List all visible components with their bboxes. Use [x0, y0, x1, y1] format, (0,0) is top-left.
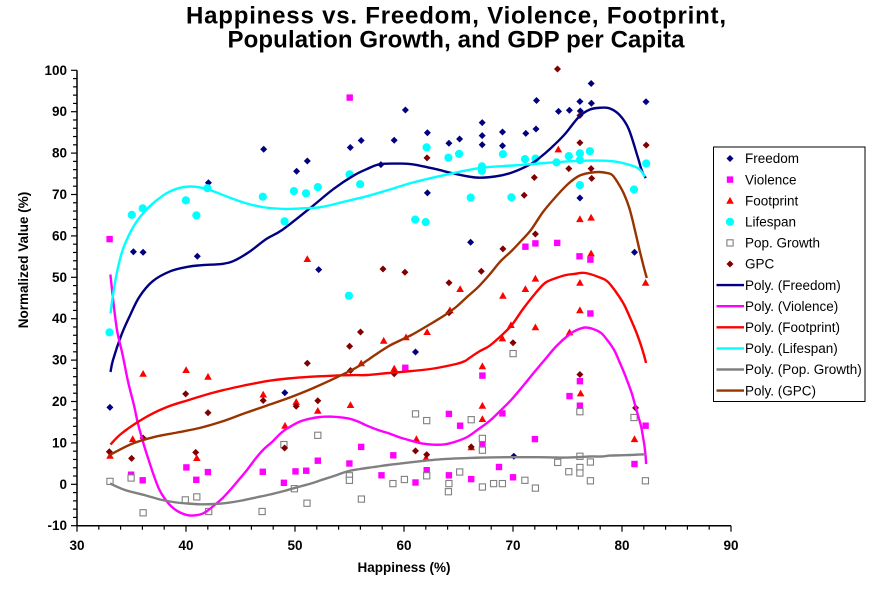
svg-text:50: 50 — [287, 538, 302, 553]
svg-text:90: 90 — [723, 538, 738, 553]
svg-text:Population Growth, and GDP per: Population Growth, and GDP per Capita — [228, 27, 686, 54]
svg-text:70: 70 — [52, 187, 67, 202]
svg-text:60: 60 — [52, 228, 67, 243]
svg-text:Pop. Growth: Pop. Growth — [745, 236, 820, 251]
svg-text:100: 100 — [44, 63, 67, 78]
svg-text:Violence: Violence — [745, 172, 797, 187]
svg-text:40: 40 — [52, 311, 67, 326]
svg-text:Happiness (%): Happiness (%) — [357, 560, 450, 575]
svg-text:10: 10 — [52, 435, 67, 450]
svg-text:Freedom: Freedom — [745, 151, 799, 166]
svg-text:60: 60 — [396, 538, 411, 553]
svg-text:40: 40 — [178, 538, 193, 553]
svg-text:Poly. (Lifespan): Poly. (Lifespan) — [745, 341, 838, 356]
svg-text:50: 50 — [52, 270, 67, 285]
svg-text:Footprint: Footprint — [745, 193, 799, 208]
svg-text:70: 70 — [505, 538, 520, 553]
svg-text:Poly. (GPC): Poly. (GPC) — [745, 383, 816, 398]
svg-text:80: 80 — [52, 146, 67, 161]
svg-text:30: 30 — [69, 538, 84, 553]
svg-text:GPC: GPC — [745, 257, 775, 272]
svg-text:20: 20 — [52, 394, 67, 409]
svg-text:90: 90 — [52, 104, 67, 119]
svg-text:Normalized Value (%): Normalized Value (%) — [16, 192, 31, 329]
svg-text:Poly. (Freedom): Poly. (Freedom) — [745, 278, 841, 293]
svg-text:Lifespan: Lifespan — [745, 215, 796, 230]
svg-text:Poly. (Footprint): Poly. (Footprint) — [745, 320, 840, 335]
svg-text:0: 0 — [59, 477, 67, 492]
svg-text:Happiness vs. Freedom, Violenc: Happiness vs. Freedom, Violence, Footpri… — [186, 3, 726, 30]
svg-text:30: 30 — [52, 353, 67, 368]
svg-text:Poly. (Pop. Growth): Poly. (Pop. Growth) — [745, 362, 862, 377]
svg-text:80: 80 — [614, 538, 629, 553]
svg-text:-10: -10 — [47, 518, 67, 533]
svg-text:Poly. (Violence): Poly. (Violence) — [745, 299, 838, 314]
